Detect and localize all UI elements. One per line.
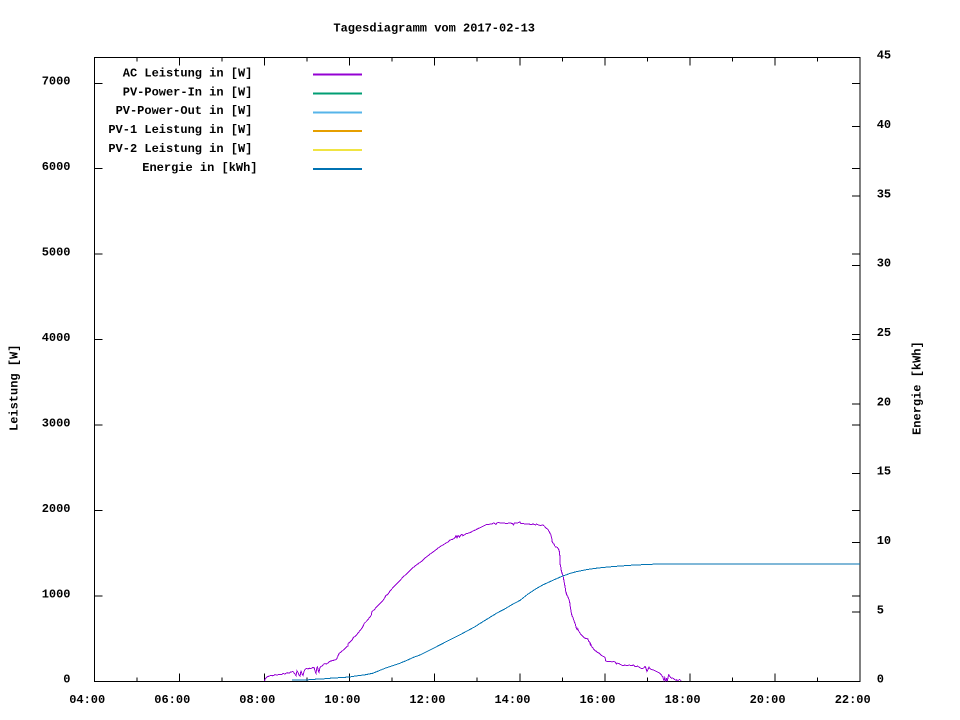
svg-text:08:00: 08:00 bbox=[239, 693, 275, 707]
svg-text:15: 15 bbox=[877, 465, 891, 479]
svg-text:7000: 7000 bbox=[42, 75, 71, 89]
svg-text:10: 10 bbox=[877, 534, 891, 548]
svg-text:PV-1 Leistung in [W]: PV-1 Leistung in [W] bbox=[108, 123, 252, 137]
svg-text:PV-Power-In in [W]: PV-Power-In in [W] bbox=[123, 85, 253, 99]
svg-text:3000: 3000 bbox=[42, 416, 71, 430]
svg-text:04:00: 04:00 bbox=[69, 693, 105, 707]
svg-text:Tagesdiagramm vom 2017-02-13: Tagesdiagramm vom 2017-02-13 bbox=[333, 21, 535, 35]
svg-text:35: 35 bbox=[877, 187, 891, 201]
svg-text:Energie in [kWh]: Energie in [kWh] bbox=[142, 161, 257, 175]
svg-text:6000: 6000 bbox=[42, 160, 71, 174]
svg-text:4000: 4000 bbox=[42, 331, 71, 345]
svg-text:AC Leistung in [W]: AC Leistung in [W] bbox=[123, 66, 253, 80]
svg-text:25: 25 bbox=[877, 326, 891, 340]
svg-text:0: 0 bbox=[877, 673, 884, 687]
svg-text:45: 45 bbox=[877, 49, 891, 63]
svg-text:20: 20 bbox=[877, 395, 891, 409]
svg-text:22:00: 22:00 bbox=[835, 693, 871, 707]
svg-text:18:00: 18:00 bbox=[665, 693, 701, 707]
svg-text:0: 0 bbox=[63, 673, 70, 687]
svg-text:PV-2 Leistung in [W]: PV-2 Leistung in [W] bbox=[108, 142, 252, 156]
svg-text:30: 30 bbox=[877, 257, 891, 271]
svg-text:5: 5 bbox=[877, 603, 884, 617]
svg-text:PV-Power-Out in [W]: PV-Power-Out in [W] bbox=[116, 104, 253, 118]
svg-text:16:00: 16:00 bbox=[579, 693, 615, 707]
svg-text:Energie [kWh]: Energie [kWh] bbox=[911, 341, 925, 435]
svg-text:5000: 5000 bbox=[42, 246, 71, 260]
svg-text:20:00: 20:00 bbox=[750, 693, 786, 707]
svg-text:Leistung [W]: Leistung [W] bbox=[8, 345, 22, 431]
svg-text:06:00: 06:00 bbox=[154, 693, 190, 707]
svg-text:2000: 2000 bbox=[42, 502, 71, 516]
svg-text:12:00: 12:00 bbox=[409, 693, 445, 707]
svg-text:40: 40 bbox=[877, 118, 891, 132]
svg-text:14:00: 14:00 bbox=[494, 693, 530, 707]
svg-text:10:00: 10:00 bbox=[324, 693, 360, 707]
svg-text:1000: 1000 bbox=[42, 587, 71, 601]
